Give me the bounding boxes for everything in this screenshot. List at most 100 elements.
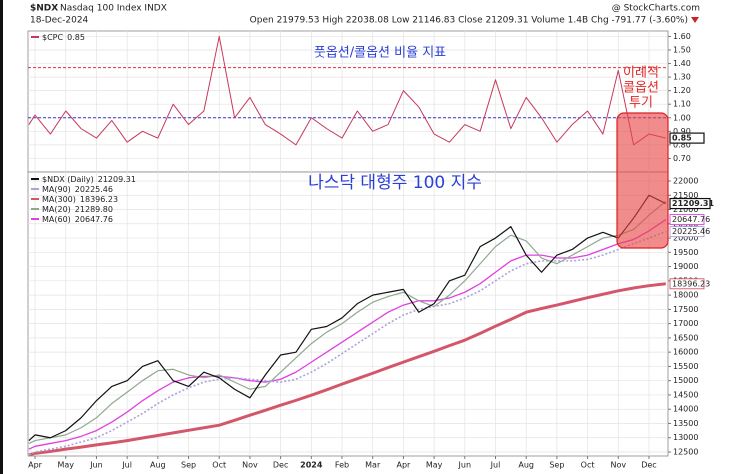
highlight-box bbox=[616, 112, 669, 249]
legend-value: 0.85 bbox=[67, 33, 85, 42]
y-tick-label: 1.40 bbox=[673, 59, 691, 68]
series-line bbox=[28, 35, 666, 146]
y-tick-label: 16000 bbox=[673, 348, 698, 357]
grid bbox=[28, 31, 671, 459]
index-name: Nasdaq 100 Index INDX bbox=[60, 4, 167, 14]
x-tick-label: Jul bbox=[121, 461, 132, 470]
legend-value: 18396.23 bbox=[80, 195, 118, 204]
price-box-label: 18396.23 bbox=[672, 279, 710, 288]
y-tick-label: 13000 bbox=[673, 433, 698, 442]
price-box bbox=[669, 132, 705, 144]
down-arrow bbox=[691, 17, 699, 23]
price-box-label: 20225.46 bbox=[672, 227, 710, 236]
x-tick-label: Dec bbox=[641, 461, 656, 470]
price-box-label: 0.85 bbox=[672, 134, 692, 143]
y-tick-label: 18000 bbox=[673, 291, 698, 300]
y-tick-label: 1.10 bbox=[673, 100, 691, 109]
price-box-label: 20647.76 bbox=[672, 215, 710, 224]
legend-name: $NDX (Daily) bbox=[42, 175, 94, 184]
x-tick-label: Jul bbox=[490, 461, 501, 470]
legend-name: MA(20) bbox=[42, 205, 71, 214]
series-line bbox=[28, 282, 667, 457]
x-tick-label: 2024 bbox=[300, 461, 323, 470]
legend-value: 20647.76 bbox=[75, 215, 113, 224]
y-tick-label: 14500 bbox=[673, 390, 698, 399]
y-tick-label: 13500 bbox=[673, 419, 698, 428]
y-tick-label: 12500 bbox=[673, 448, 698, 457]
quote: Open 21979.53 High 22038.08 Low 21146.83… bbox=[250, 16, 688, 26]
x-tick-label: Aug bbox=[150, 461, 166, 470]
x-tick-label: Nov bbox=[242, 461, 258, 470]
legend-entry: MA(90) 20225.46 bbox=[42, 185, 113, 194]
y-tick-label: 1.60 bbox=[673, 32, 691, 41]
y-tick-label: 21000 bbox=[673, 205, 698, 214]
legend-name: MA(90) bbox=[42, 185, 71, 194]
legend-value: 20225.46 bbox=[75, 185, 113, 194]
y-tick-label: 21500 bbox=[673, 191, 698, 200]
y-tick-label: 19500 bbox=[673, 248, 698, 257]
legend-entry: MA(20) 21289.80 bbox=[42, 205, 113, 214]
y-tick-label: 17500 bbox=[673, 305, 698, 314]
y-tick-label: 17000 bbox=[673, 319, 698, 328]
legend-name: MA(300) bbox=[42, 195, 76, 204]
legend-name: MA(60) bbox=[42, 215, 71, 224]
frame-left bbox=[0, 0, 3, 474]
legend-entry: $NDX (Daily) 21209.31 bbox=[42, 175, 136, 184]
y-tick-label: 1.50 bbox=[673, 45, 691, 54]
legend-entry: MA(60) 20647.76 bbox=[42, 215, 113, 224]
x-tick-label: Oct bbox=[212, 461, 226, 470]
x-tick-label: Feb bbox=[335, 461, 349, 470]
x-tick-label: Jun bbox=[458, 461, 472, 470]
callout-line: 콜옵션 bbox=[623, 81, 659, 96]
price-box bbox=[669, 197, 711, 210]
series-line bbox=[28, 194, 667, 442]
series-line bbox=[28, 230, 667, 456]
legend-entry: MA(300) 18396.23 bbox=[42, 195, 118, 204]
x-tick-label: Dec bbox=[273, 461, 288, 470]
price-box bbox=[669, 278, 705, 290]
legend-value: 21289.80 bbox=[75, 205, 113, 214]
price-box bbox=[669, 214, 705, 226]
x-tick-label: Oct bbox=[581, 461, 595, 470]
ndx-annotation: 나스닥 대형주 100 지수 bbox=[308, 173, 482, 193]
date: 18-Dec-2024 bbox=[30, 16, 89, 26]
x-tick-label: Sep bbox=[549, 461, 564, 470]
y-tick-label: 22000 bbox=[673, 176, 698, 185]
cpc-annotation: 풋옵션/콜옵션 비율 지표 bbox=[314, 46, 446, 61]
series-line bbox=[28, 200, 667, 444]
x-tick-label: Jun bbox=[89, 461, 103, 470]
y-tick-label: 19000 bbox=[673, 262, 698, 271]
legend-value: 21209.31 bbox=[98, 175, 136, 184]
y-tick-label: 15000 bbox=[673, 376, 698, 385]
price-box-label: 21209.31 bbox=[672, 199, 714, 208]
labels: $NDX Nasdaq 100 Index INDX @ StockCharts… bbox=[28, 4, 714, 470]
x-tick-label: Sep bbox=[181, 461, 196, 470]
x-tick-label: Apr bbox=[28, 461, 43, 470]
legend-name: $CPC bbox=[42, 33, 64, 42]
price-box bbox=[669, 226, 705, 238]
x-tick-label: Nov bbox=[610, 461, 626, 470]
callout-line: 투기 bbox=[629, 96, 653, 111]
x-tick-label: Apr bbox=[396, 461, 411, 470]
symbol: $NDX bbox=[30, 4, 58, 14]
price-panel bbox=[27, 171, 669, 457]
callout-line: 이례적 bbox=[623, 66, 659, 81]
cpc-panel bbox=[27, 30, 669, 173]
y-tick-label: 0.90 bbox=[673, 127, 691, 136]
x-tick-label: May bbox=[57, 461, 74, 470]
y-tick-label: 15500 bbox=[673, 362, 698, 371]
y-tick-label: 1.30 bbox=[673, 73, 691, 82]
y-tick-label: 14000 bbox=[673, 405, 698, 414]
x-tick-label: Mar bbox=[365, 461, 381, 470]
legend-entry: $CPC 0.85 bbox=[42, 33, 85, 42]
y-tick-label: 0.80 bbox=[673, 140, 691, 149]
y-tick-label: 1.20 bbox=[673, 86, 691, 95]
source: @ StockCharts.com bbox=[612, 4, 700, 14]
y-tick-label: 16500 bbox=[673, 333, 698, 342]
marks bbox=[28, 35, 667, 457]
y-tick-label: 20000 bbox=[673, 234, 698, 243]
y-tick-label: 1.00 bbox=[673, 113, 691, 122]
x-tick-label: May bbox=[426, 461, 443, 470]
